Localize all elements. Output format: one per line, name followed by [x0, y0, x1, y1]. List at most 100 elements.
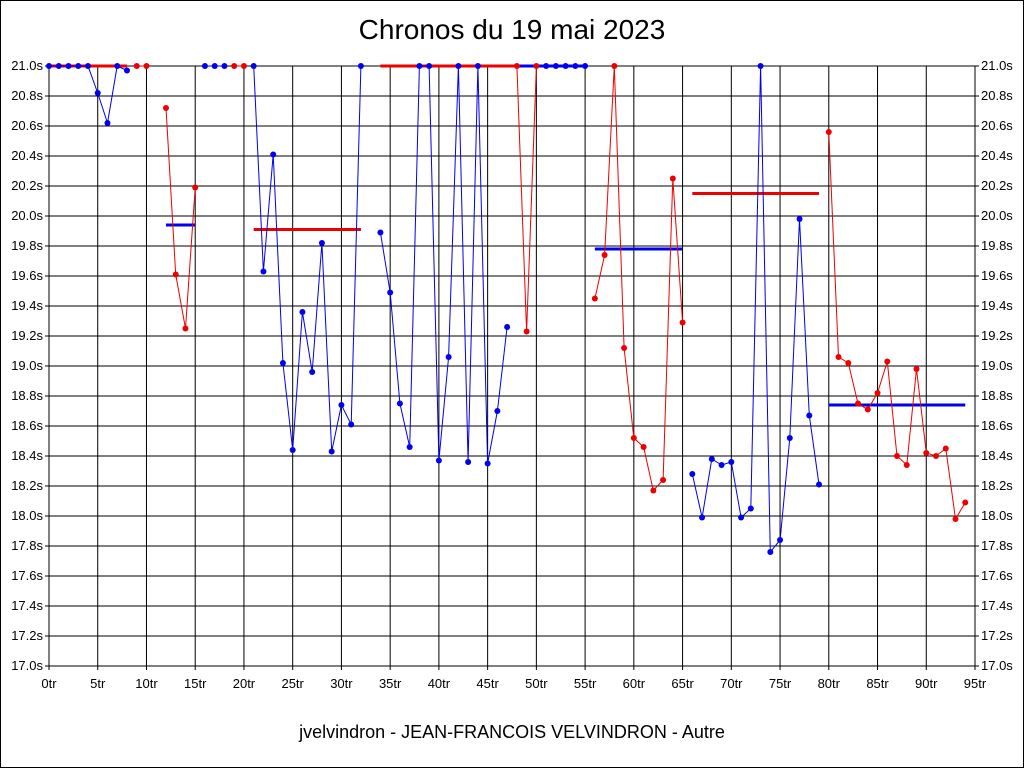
data-point-red: [952, 516, 959, 522]
data-point-red: [240, 63, 247, 69]
y-tick-label-right: 18.0s: [981, 508, 1013, 523]
x-tick-label: 95tr: [964, 676, 987, 691]
data-point-blue: [484, 460, 491, 467]
x-tick-label: 0tr: [41, 676, 57, 691]
data-point-blue: [279, 360, 286, 366]
data-point-red: [192, 184, 199, 191]
data-point-blue: [396, 400, 403, 407]
data-point-blue: [318, 240, 325, 246]
y-tick-label-right: 19.0s: [981, 358, 1013, 373]
y-axis-right-ticks: 17.0s 17.2s 17.4s 17.6s 17.8s 18.0s 18.2s 18.4s…: [981, 58, 1013, 673]
data-point-blue: [211, 63, 218, 69]
y-tick-label: 18.2s: [11, 478, 43, 493]
series-line-red: [828, 131, 966, 521]
y-tick-label-right: 21.0s: [981, 58, 1013, 73]
data-point-blue: [543, 63, 550, 69]
y-tick-label: 19.8s: [11, 238, 43, 253]
y-tick-label: 17.0s: [11, 658, 43, 673]
y-tick-label-right: 19.8s: [981, 238, 1013, 253]
y-tick-label-right: 19.4s: [981, 298, 1013, 313]
data-point-blue: [250, 63, 257, 69]
data-point-blue: [572, 63, 579, 69]
data-point-blue: [426, 63, 433, 69]
data-point-red: [621, 345, 628, 351]
series-points: [46, 63, 969, 555]
data-point-blue: [221, 63, 228, 69]
data-point-blue: [94, 90, 101, 96]
series-line-red: [165, 107, 196, 329]
x-tick-label: 65tr: [671, 676, 694, 691]
data-point-red: [923, 450, 930, 456]
data-point-blue: [309, 369, 316, 375]
y-tick-label: 20.4s: [11, 148, 43, 163]
series-line-blue: [49, 65, 128, 124]
data-point-blue: [689, 471, 696, 477]
data-point-red: [660, 477, 667, 483]
data-point-red: [133, 63, 140, 69]
data-point-blue: [718, 462, 725, 468]
y-tick-label: 20.0s: [11, 208, 43, 223]
data-point-blue: [104, 120, 111, 126]
x-tick-label: 60tr: [623, 676, 646, 691]
x-tick-label: 45tr: [476, 676, 499, 691]
y-tick-label: 18.4s: [11, 448, 43, 463]
series-line-red: [516, 65, 537, 332]
data-point-blue: [777, 537, 784, 543]
data-point-blue: [270, 151, 277, 158]
data-point-red: [650, 487, 657, 494]
data-point-red: [884, 358, 891, 365]
x-tick-label: 80tr: [818, 676, 841, 691]
x-tick-label: 30tr: [330, 676, 353, 691]
series-line-blue: [379, 65, 508, 464]
data-point-red: [825, 129, 832, 135]
y-tick-label-right: 17.4s: [981, 598, 1013, 613]
data-point-red: [523, 328, 530, 335]
y-tick-label-right: 18.2s: [981, 478, 1013, 493]
y-tick-label: 20.2s: [11, 178, 43, 193]
y-tick-label: 18.0s: [11, 508, 43, 523]
data-point-blue: [796, 216, 803, 222]
y-tick-label: 19.6s: [11, 268, 43, 283]
data-point-blue: [786, 435, 793, 441]
data-point-blue: [767, 549, 774, 555]
data-point-red: [894, 453, 901, 459]
y-tick-label-right: 18.6s: [981, 418, 1013, 433]
data-point-red: [533, 63, 540, 69]
data-point-red: [845, 360, 852, 366]
y-tick-label: 21.0s: [11, 58, 43, 73]
data-point-blue: [75, 63, 82, 69]
data-point-blue: [348, 421, 355, 428]
data-point-red: [591, 295, 598, 302]
x-tick-label: 40tr: [428, 676, 451, 691]
y-tick-label: 19.2s: [11, 328, 43, 343]
x-tick-label: 90tr: [915, 676, 938, 691]
y-tick-label-right: 20.8s: [981, 88, 1013, 103]
x-tick-label: 50tr: [525, 676, 548, 691]
data-point-red: [679, 319, 686, 326]
y-tick-label-right: 20.6s: [981, 118, 1013, 133]
data-point-red: [640, 444, 647, 450]
chart-title: Chronos du 19 mai 2023: [358, 14, 666, 45]
x-tick-label: 25tr: [281, 676, 304, 691]
data-point-blue: [260, 268, 267, 275]
y-tick-label-right: 20.2s: [981, 178, 1013, 193]
data-point-blue: [806, 412, 813, 419]
y-tick-label: 19.0s: [11, 358, 43, 373]
data-point-red: [855, 400, 862, 407]
y-tick-label: 17.2s: [11, 628, 43, 643]
data-point-blue: [299, 309, 306, 315]
data-point-blue: [416, 63, 423, 69]
data-point-blue: [465, 459, 472, 465]
y-tick-label-right: 19.2s: [981, 328, 1013, 343]
data-point-red: [864, 406, 871, 413]
data-point-blue: [552, 63, 559, 69]
y-tick-label: 17.6s: [11, 568, 43, 583]
series-line-red: [594, 65, 684, 492]
data-point-red: [172, 271, 179, 278]
data-point-red: [162, 105, 169, 111]
data-point-blue: [504, 324, 511, 330]
data-point-red: [835, 354, 842, 360]
y-tick-label: 18.8s: [11, 388, 43, 403]
data-point-blue: [357, 63, 364, 69]
